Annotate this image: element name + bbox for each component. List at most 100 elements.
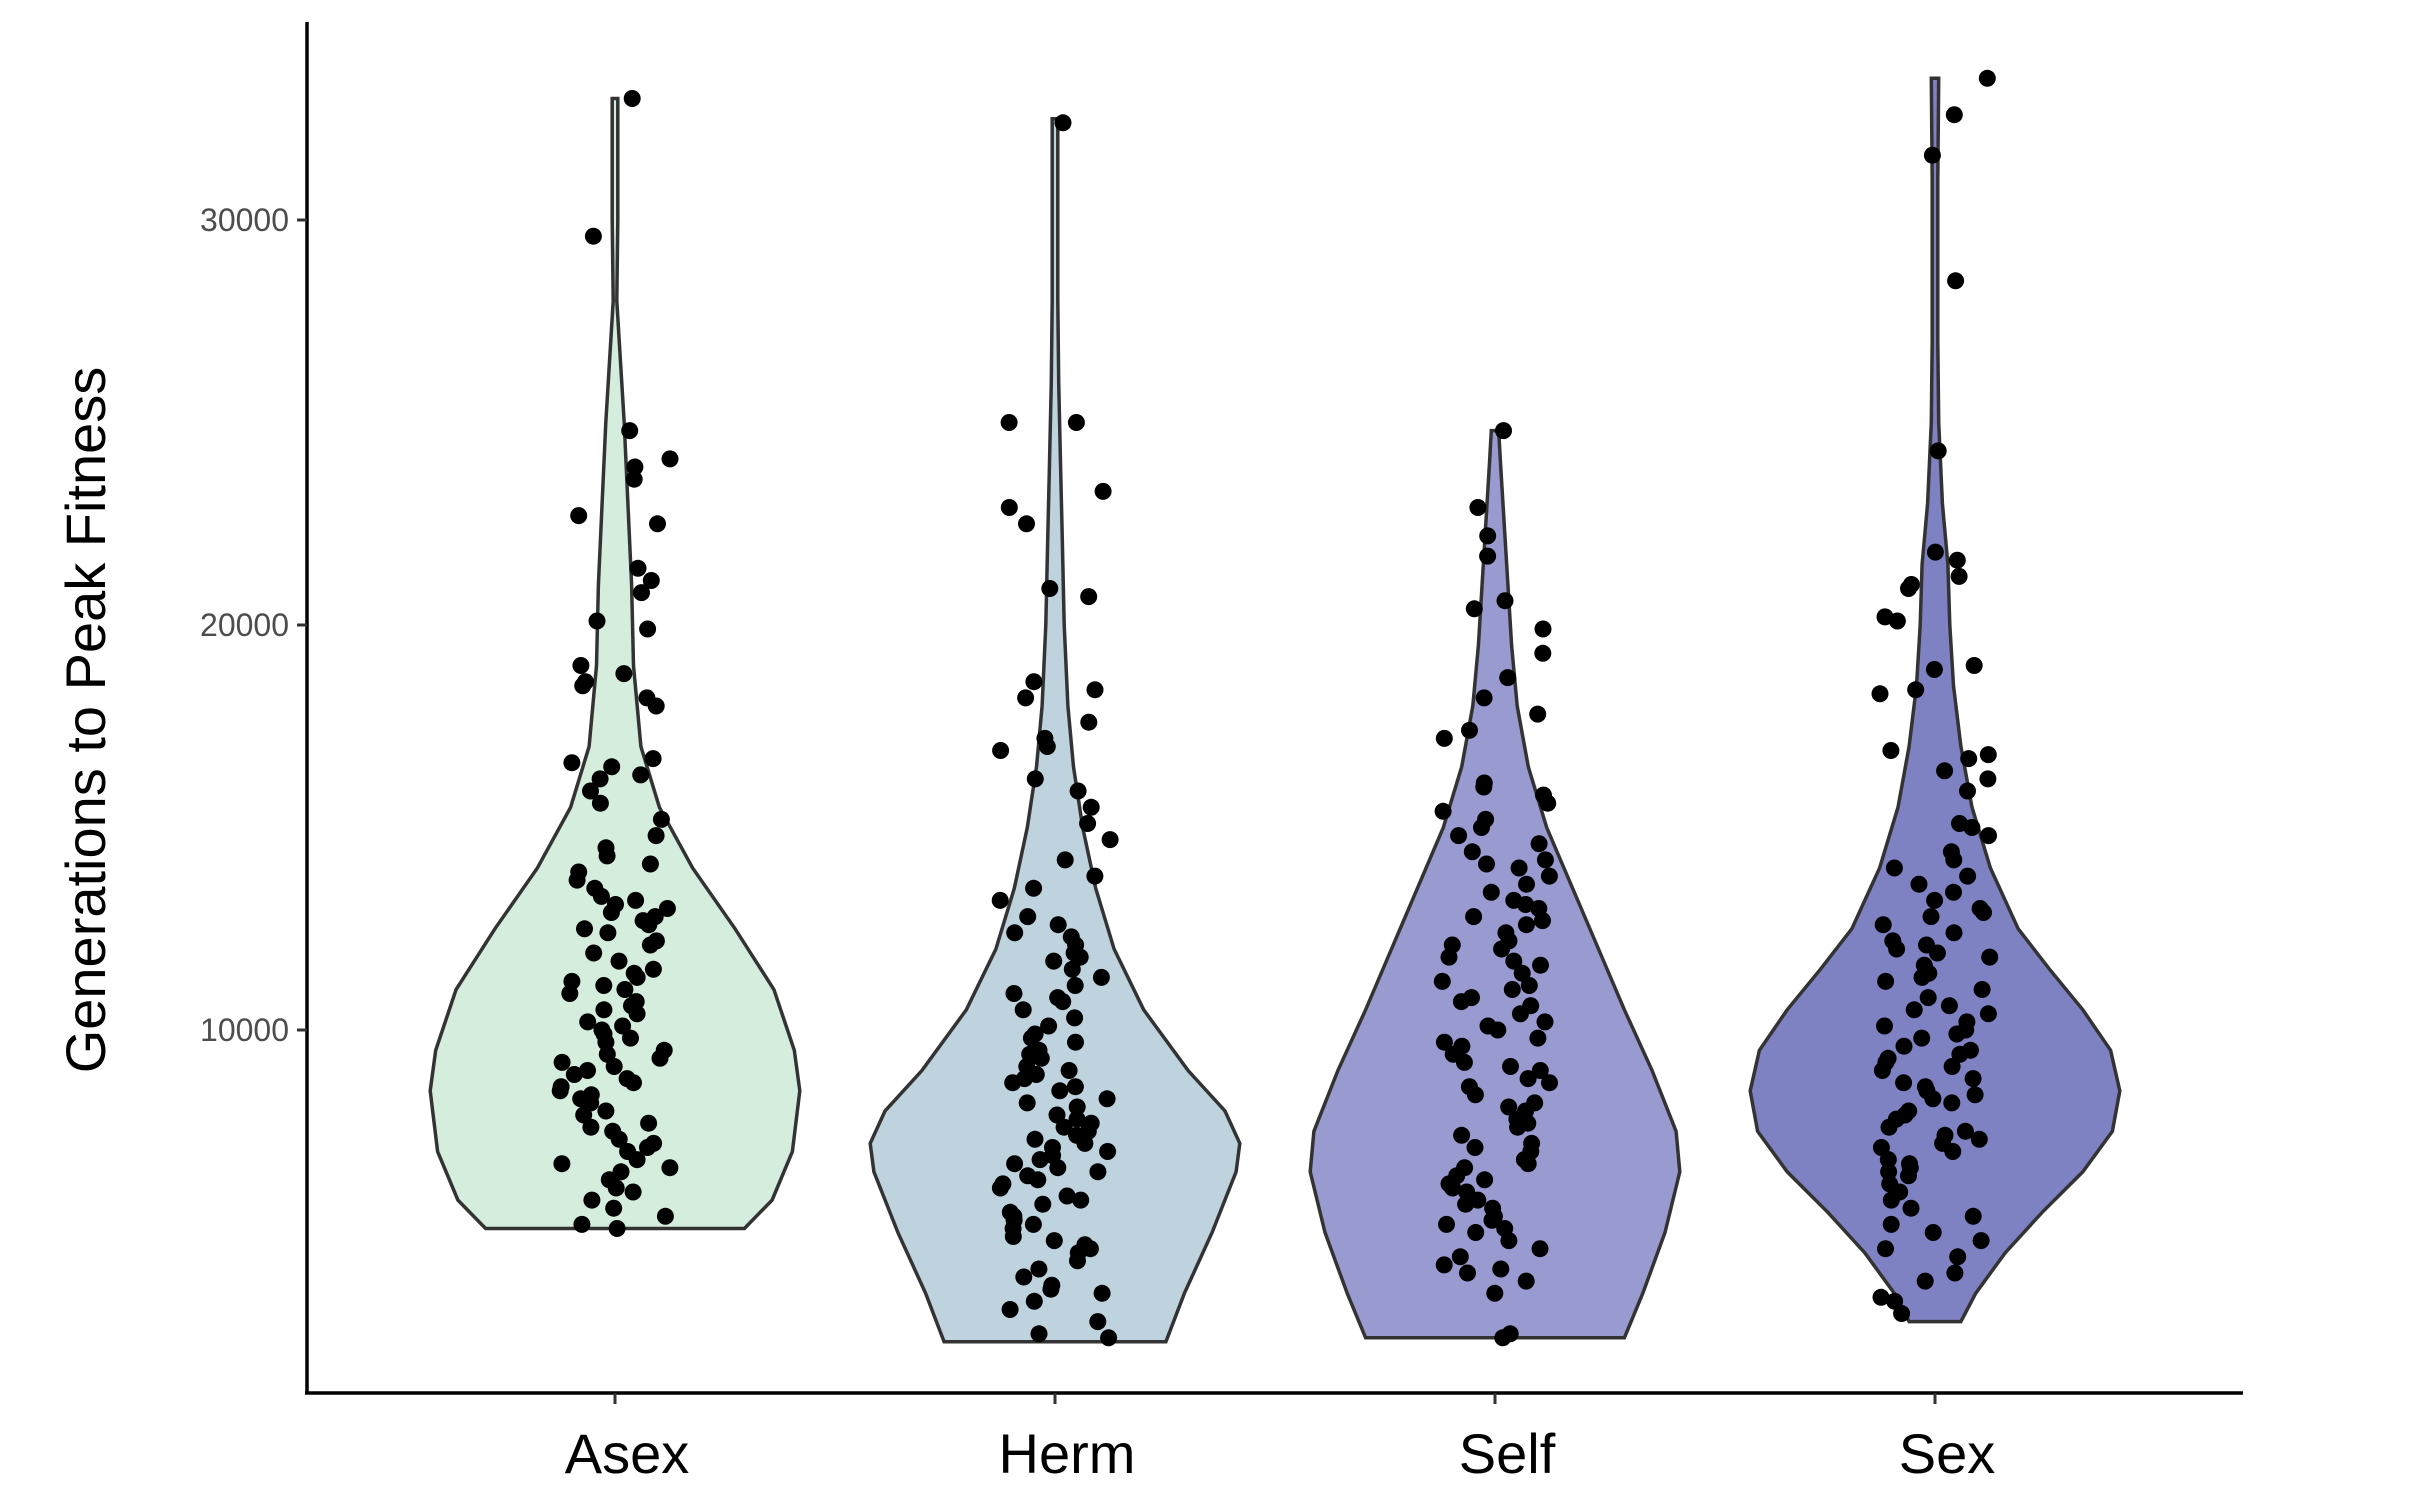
data-point-asex xyxy=(565,1066,583,1083)
data-point-herm xyxy=(1092,968,1110,986)
data-point-asex xyxy=(639,1139,656,1156)
data-point-asex xyxy=(644,960,662,978)
data-point-asex xyxy=(588,612,606,630)
data-point-herm xyxy=(1026,770,1044,788)
data-point-sex xyxy=(1910,875,1928,893)
data-point-asex xyxy=(641,855,659,873)
data-point-herm xyxy=(1016,1070,1033,1088)
data-point-asex xyxy=(610,1130,628,1148)
data-point-self xyxy=(1518,875,1535,893)
data-point-herm xyxy=(1058,1187,1076,1205)
data-point-asex xyxy=(626,458,644,476)
y-tick-label: 20000 xyxy=(200,607,289,643)
data-point-self xyxy=(1520,977,1538,994)
violin-self xyxy=(1308,428,1682,1340)
y-axis-title: Generations to Peak Fitness xyxy=(54,367,117,1074)
data-point-asex xyxy=(553,1053,571,1071)
data-point-asex xyxy=(595,977,613,994)
data-point-herm xyxy=(1025,879,1043,897)
data-point-herm xyxy=(1063,960,1081,978)
data-point-sex xyxy=(1919,989,1937,1007)
data-point-asex xyxy=(656,1207,674,1225)
data-point-asex xyxy=(552,1078,570,1096)
data-point-herm xyxy=(1069,1252,1086,1270)
data-point-sex xyxy=(1964,1207,1982,1225)
data-point-asex xyxy=(602,904,620,921)
data-point-herm xyxy=(1042,1280,1060,1298)
data-point-asex xyxy=(605,1199,623,1217)
data-point-sex xyxy=(1970,1130,1988,1148)
data-point-asex xyxy=(647,827,665,845)
data-point-asex xyxy=(646,908,664,926)
violin-herm xyxy=(868,117,1242,1344)
data-point-herm xyxy=(1019,1167,1037,1185)
data-point-self xyxy=(1534,620,1552,638)
data-point-herm xyxy=(1069,782,1087,800)
violin-asex xyxy=(428,96,802,1231)
y-tick-label: 30000 xyxy=(200,202,289,238)
data-point-sex xyxy=(1877,972,1895,990)
data-point-sex xyxy=(1924,1224,1942,1241)
data-point-herm xyxy=(1060,1062,1078,1079)
data-point-herm xyxy=(1066,1009,1084,1027)
data-point-herm xyxy=(1001,1301,1019,1318)
data-point-sex xyxy=(1964,1070,1982,1088)
data-point-sex xyxy=(1888,612,1906,630)
data-point-sex xyxy=(1926,543,1944,561)
data-point-herm xyxy=(1004,1228,1022,1245)
data-point-self xyxy=(1479,1017,1497,1035)
data-point-sex xyxy=(1946,1264,1964,1282)
data-point-asex xyxy=(584,227,602,245)
data-point-sex xyxy=(1945,883,1962,901)
data-point-sex xyxy=(1936,762,1954,780)
data-point-herm xyxy=(1094,482,1112,500)
data-point-self xyxy=(1495,422,1512,440)
data-point-asex xyxy=(579,1062,596,1079)
data-point-asex xyxy=(614,1017,632,1035)
data-point-self xyxy=(1500,1098,1518,1116)
data-point-sex xyxy=(1948,551,1966,569)
data-point-asex xyxy=(641,936,659,954)
data-point-self xyxy=(1473,819,1490,836)
data-point-herm xyxy=(1018,1094,1036,1112)
data-point-herm xyxy=(1086,867,1104,885)
data-point-sex xyxy=(1945,106,1963,124)
y-tick-label: 10000 xyxy=(200,1012,289,1048)
data-point-herm xyxy=(1079,815,1097,832)
data-point-herm xyxy=(1030,1260,1048,1278)
data-point-herm xyxy=(1000,499,1018,516)
data-point-sex xyxy=(1874,916,1892,934)
data-point-asex xyxy=(585,944,603,962)
data-point-sex xyxy=(1907,681,1925,699)
data-point-self xyxy=(1479,547,1497,565)
data-point-herm xyxy=(1100,1329,1118,1347)
data-point-self xyxy=(1433,972,1451,990)
data-point-herm xyxy=(1015,1268,1033,1286)
data-point-sex xyxy=(1902,1199,1920,1217)
data-point-sex xyxy=(1929,442,1947,460)
x-tick-label-self: Self xyxy=(1459,1422,1556,1485)
data-point-self xyxy=(1531,1240,1549,1258)
data-point-asex xyxy=(644,750,662,768)
data-point-herm xyxy=(1021,1045,1039,1063)
data-point-self xyxy=(1519,1155,1537,1173)
data-point-asex xyxy=(568,871,586,889)
data-point-sex xyxy=(1913,1029,1931,1047)
data-point-self xyxy=(1469,499,1487,516)
data-point-herm xyxy=(1051,1082,1069,1100)
data-point-self xyxy=(1496,592,1514,610)
data-point-sex xyxy=(1963,819,1981,836)
x-tick-label-sex: Sex xyxy=(1899,1422,1996,1485)
data-point-self xyxy=(1452,993,1470,1011)
data-point-herm xyxy=(1049,989,1067,1007)
data-point-self xyxy=(1540,867,1558,885)
data-point-sex xyxy=(1966,1086,1984,1104)
data-point-sex xyxy=(1973,981,1991,998)
data-point-self xyxy=(1435,1256,1453,1274)
data-point-sex xyxy=(1882,1215,1900,1233)
data-point-asex xyxy=(629,559,647,577)
data-point-herm xyxy=(1086,681,1104,699)
data-point-asex xyxy=(624,1183,642,1201)
data-point-asex xyxy=(632,766,650,784)
